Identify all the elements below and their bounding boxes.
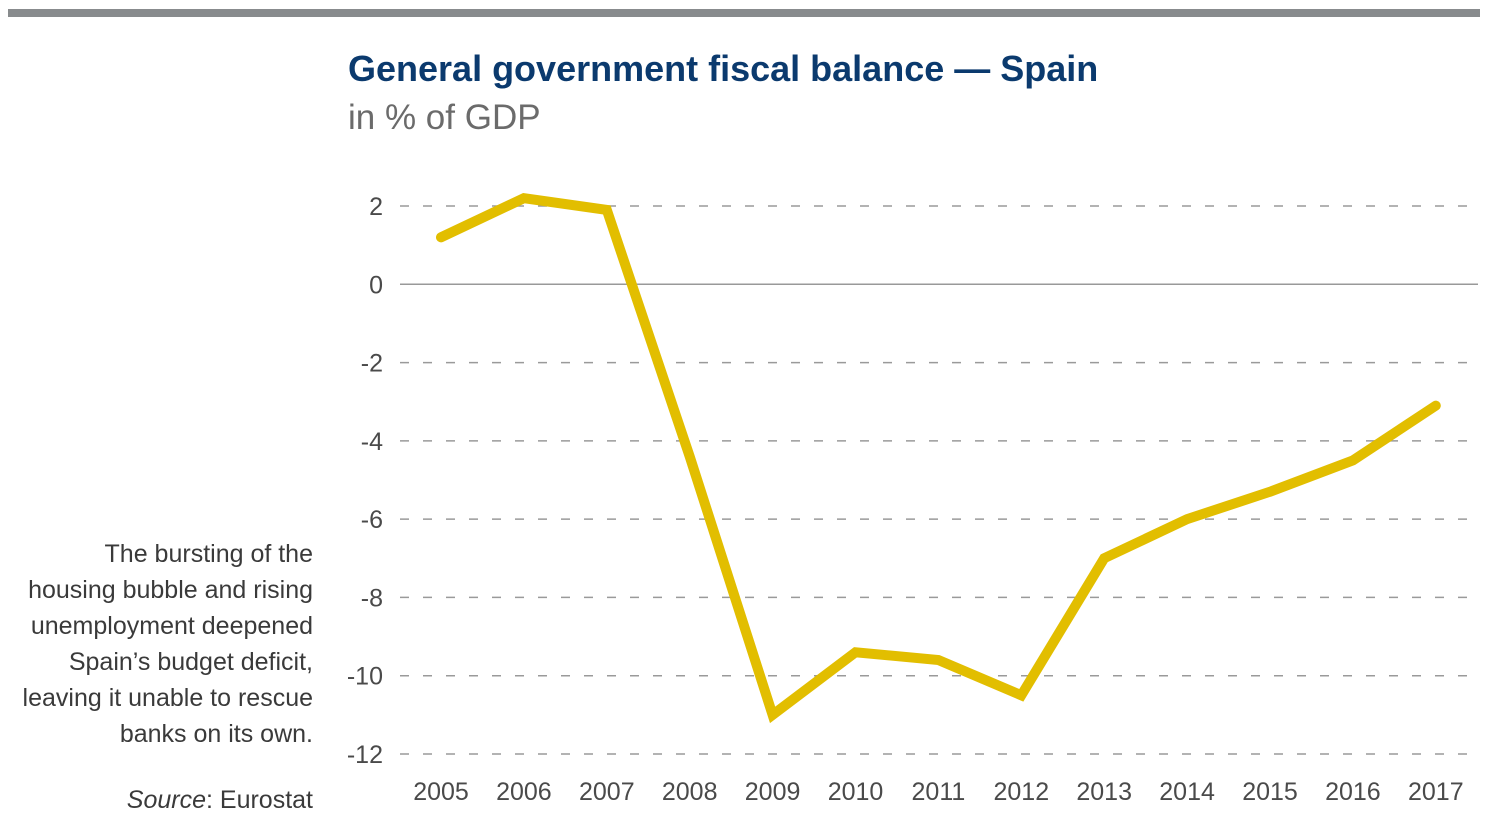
- x-tick-label: 2015: [1242, 778, 1298, 806]
- x-tick-label: 2007: [579, 778, 635, 806]
- y-tick-label: -10: [347, 663, 383, 691]
- source-note: Source: Eurostat: [127, 786, 313, 815]
- x-tick-label: 2014: [1159, 778, 1215, 806]
- source-text: : Eurostat: [206, 786, 313, 814]
- annotation-line: The bursting of the: [104, 540, 313, 568]
- chart-title: General government fiscal balance — Spai…: [348, 48, 1099, 89]
- x-tick-label: 2005: [413, 778, 469, 806]
- y-tick-label: -4: [361, 428, 383, 456]
- annotation-line: housing bubble and rising: [28, 576, 313, 604]
- y-tick-label: -6: [361, 506, 383, 534]
- y-tick-label: -8: [361, 584, 383, 612]
- x-tick-label: 2017: [1408, 778, 1464, 806]
- top-rule: [8, 9, 1480, 17]
- annotation-line: Spain’s budget deficit,: [68, 648, 313, 676]
- source-label: Source: [126, 786, 206, 814]
- x-tick-label: 2012: [993, 778, 1049, 806]
- x-tick-label: 2010: [828, 778, 884, 806]
- x-tick-label: 2016: [1325, 778, 1381, 806]
- x-tick-label: 2013: [1076, 778, 1132, 806]
- x-tick-label: 2011: [912, 778, 966, 806]
- annotation-line: banks on its own.: [119, 720, 313, 748]
- x-tick-label: 2009: [745, 778, 801, 806]
- series-line: [436, 193, 1441, 724]
- chart-subtitle: in % of GDP: [348, 98, 541, 137]
- y-tick-label: -12: [347, 741, 383, 769]
- annotation-text: The bursting of the housing bubble and r…: [0, 536, 313, 752]
- annotation-line: leaving it unable to rescue: [22, 684, 313, 712]
- y-tick-label: 2: [369, 193, 383, 221]
- annotation-line: unemployment deepened: [30, 612, 313, 640]
- y-tick-label: 0: [369, 271, 383, 299]
- y-tick-label: -2: [361, 350, 383, 378]
- x-tick-label: 2008: [662, 778, 718, 806]
- x-tick-label: 2006: [496, 778, 552, 806]
